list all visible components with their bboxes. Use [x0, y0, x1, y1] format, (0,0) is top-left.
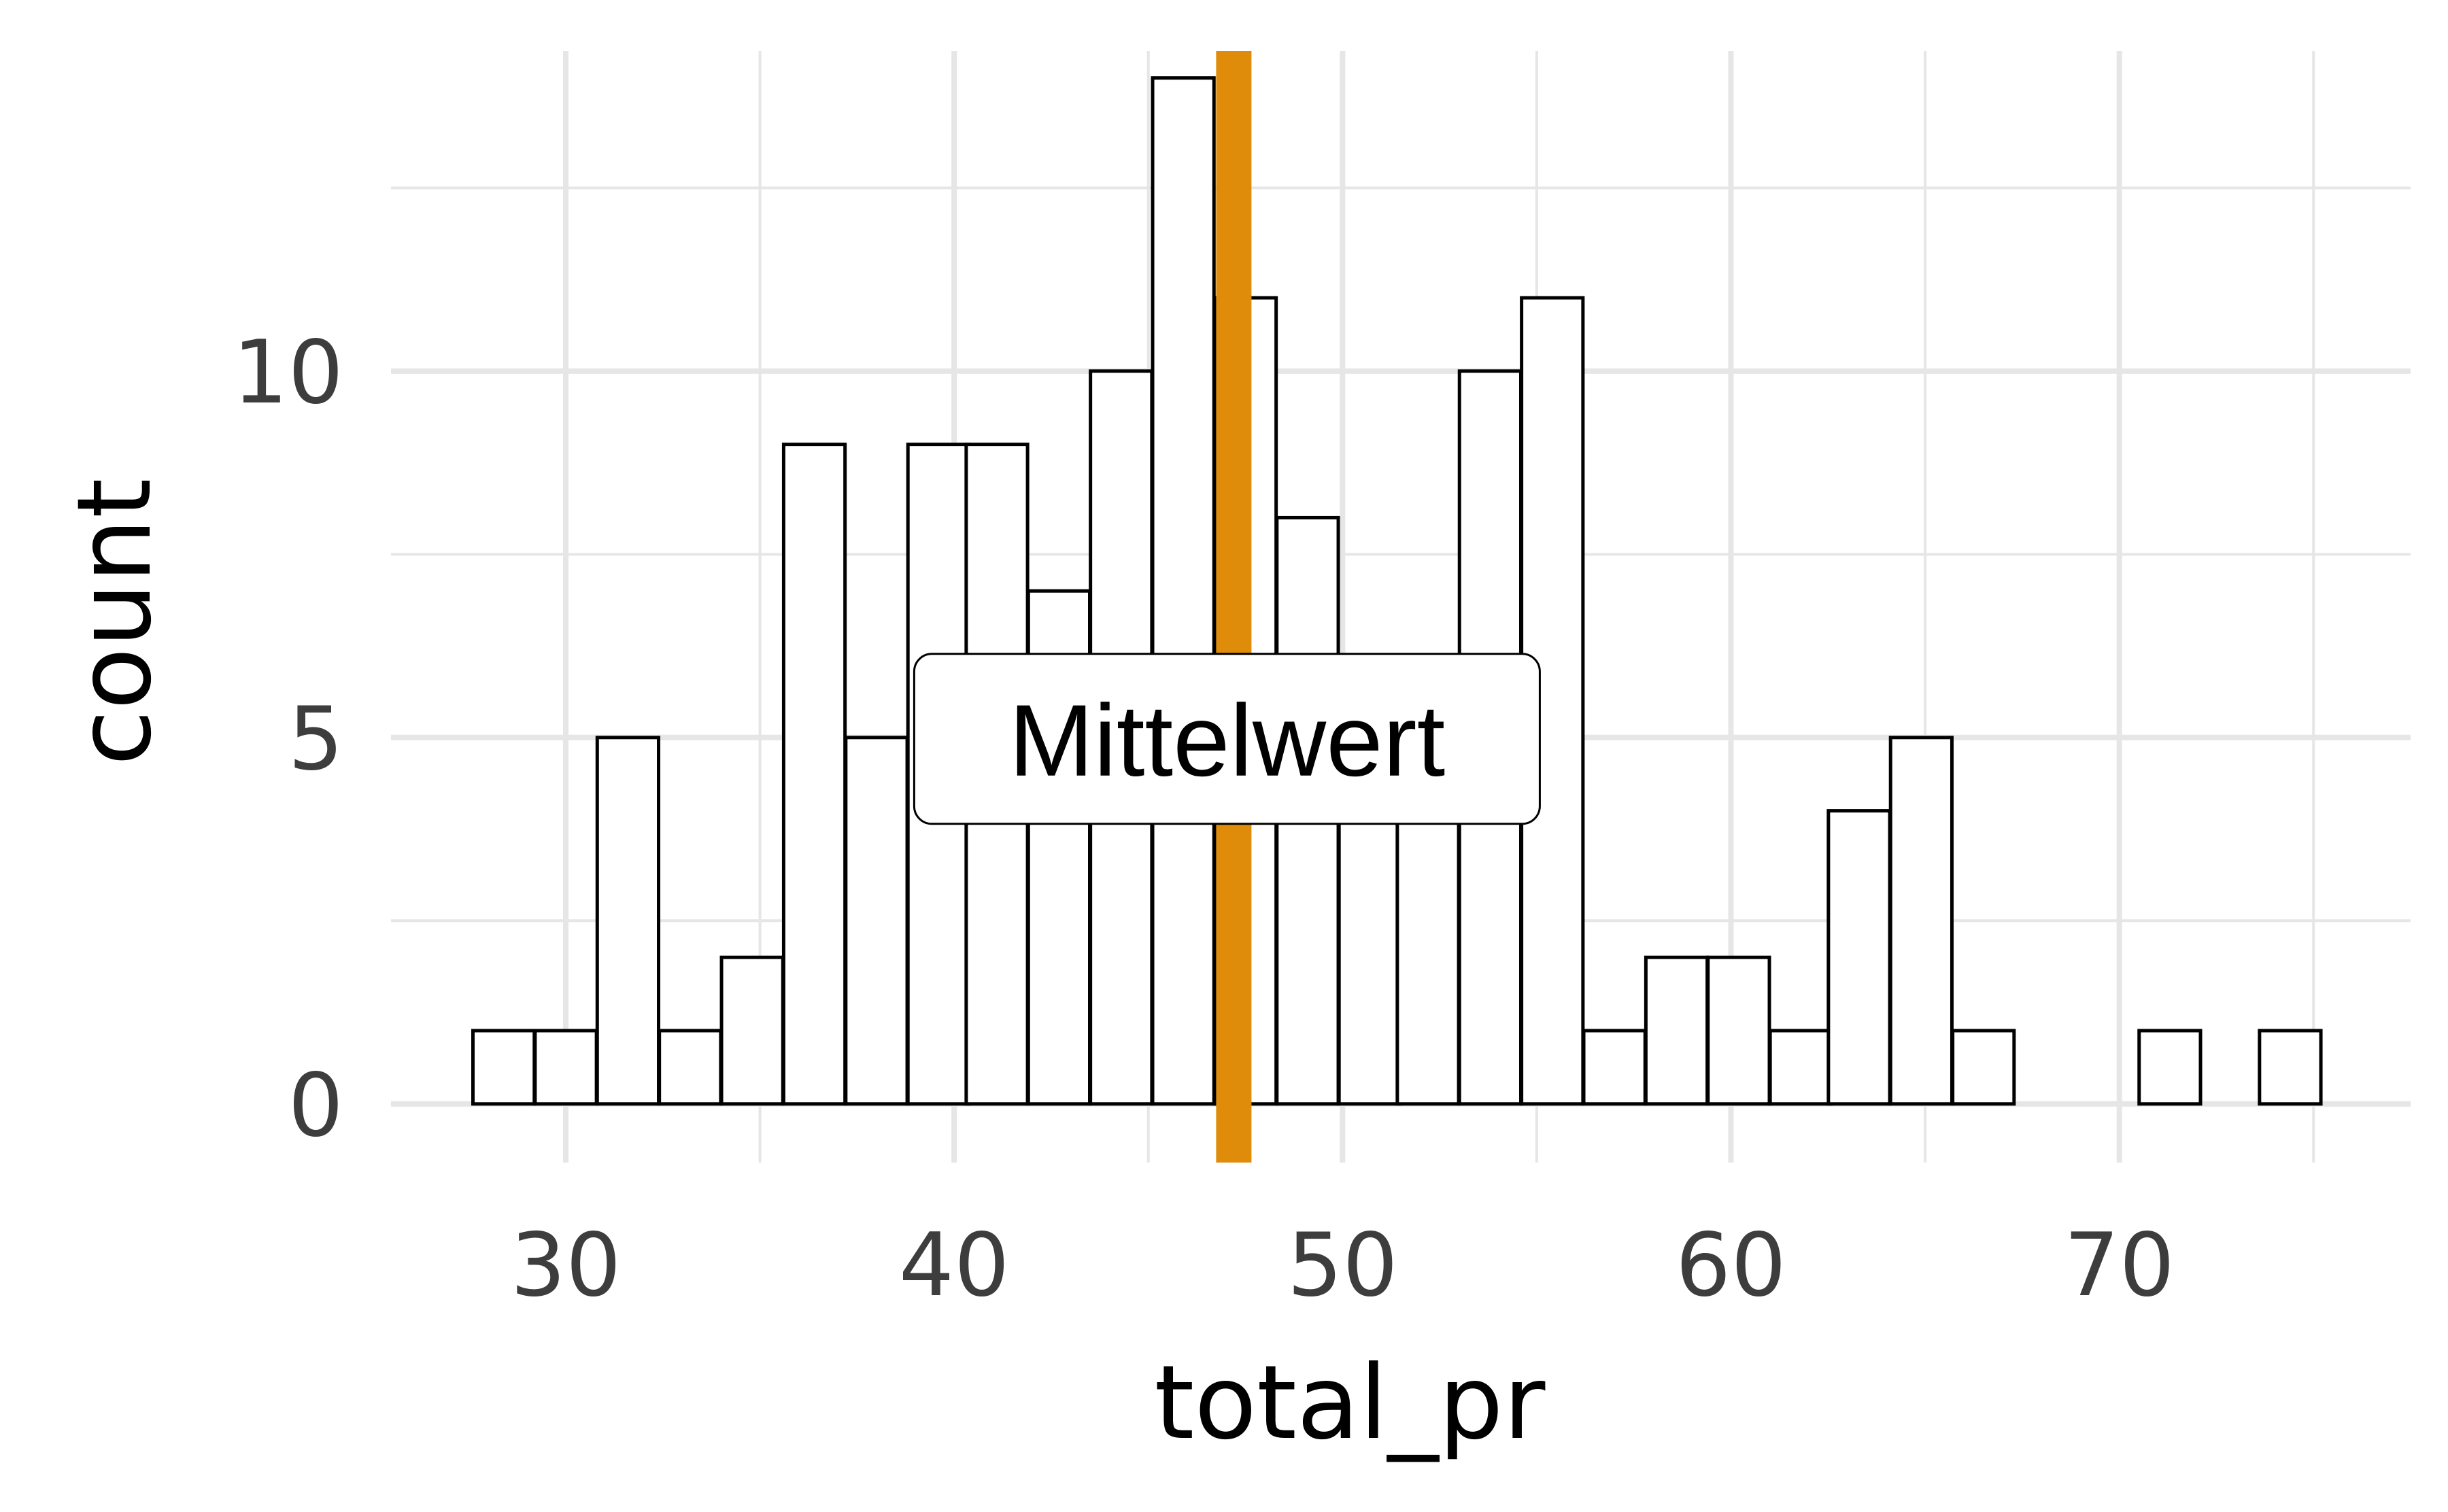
x-axis-title: total_pr — [1155, 1344, 1546, 1462]
annotation-label: Mittelwert — [1009, 683, 1446, 797]
histogram-bar — [533, 1029, 598, 1106]
histogram-bar — [1644, 955, 1710, 1106]
histogram-bar — [1706, 955, 1771, 1106]
histogram-bar — [2258, 1029, 2323, 1106]
histogram-bar — [844, 736, 909, 1106]
annotation-label-box — [913, 653, 1541, 825]
y-tick-label: 0 — [288, 1055, 343, 1156]
histogram-bar — [658, 1029, 723, 1106]
histogram-bar — [1888, 736, 1954, 1106]
mean-annotation: Mittelwert — [913, 653, 1541, 825]
histogram-bar — [595, 736, 661, 1106]
histogram-bar — [1151, 76, 1216, 1106]
x-tick-label: 40 — [899, 1215, 1010, 1316]
x-axis-tick-labels: 30 40 50 60 70 — [511, 1215, 2175, 1316]
x-tick-label: 50 — [1287, 1215, 1398, 1316]
x-tick-label: 70 — [2064, 1215, 2175, 1316]
y-tick-label: 10 — [233, 322, 343, 424]
y-axis-tick-labels: 0 5 10 — [233, 322, 343, 1156]
y-axis-title: count — [56, 478, 174, 766]
histogram-bar — [1951, 1029, 2016, 1106]
histogram-bar — [1826, 809, 1892, 1106]
histogram-bar — [471, 1029, 537, 1106]
histogram-bar — [781, 443, 847, 1106]
x-tick-label: 30 — [511, 1215, 622, 1316]
histogram-bar — [719, 955, 785, 1106]
y-tick-label: 5 — [288, 689, 343, 790]
histogram-bar — [1582, 1029, 1647, 1106]
histogram-bar — [1768, 1029, 1833, 1106]
histogram-bar — [2137, 1029, 2203, 1106]
x-tick-label: 60 — [1676, 1215, 1786, 1316]
